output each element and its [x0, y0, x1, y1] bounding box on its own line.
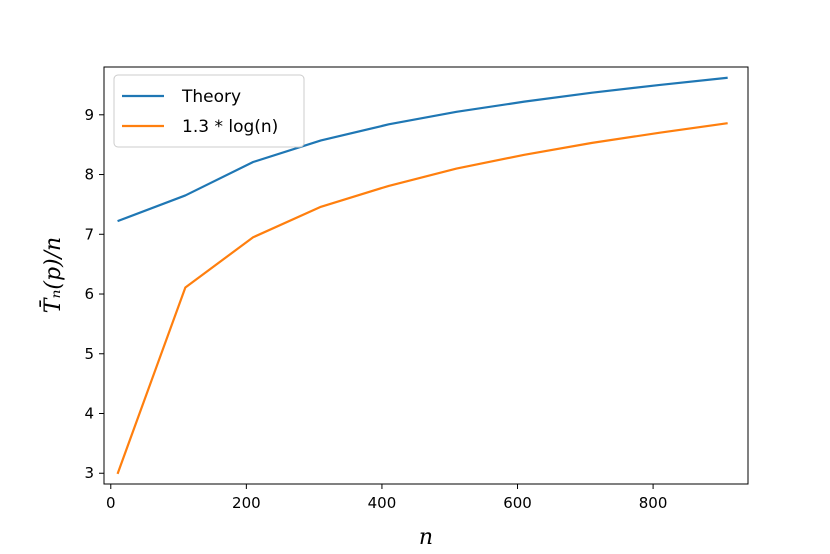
legend-label-log: 1.3 * log(n)	[182, 117, 278, 137]
x-tick-label: 800	[639, 494, 668, 512]
y-tick-label: 7	[84, 225, 94, 243]
series-line-1	[116, 122, 728, 475]
x-tick-label: 400	[368, 494, 397, 512]
x-axis-label: n	[419, 525, 433, 550]
y-tick-label: 5	[84, 345, 94, 363]
y-tick-label: 8	[84, 166, 94, 184]
x-tick-label: 200	[232, 494, 261, 512]
y-tick-label: 4	[84, 405, 94, 423]
x-tick-label: 600	[503, 494, 532, 512]
y-tick-label: 9	[84, 106, 94, 124]
x-tick-label: 0	[106, 494, 116, 512]
series-line-0	[117, 76, 728, 223]
plot-frame	[103, 66, 749, 485]
legend-label-theory: Theory	[181, 87, 241, 107]
y-axis-label: T̄ₙ(p)/n	[39, 237, 66, 313]
legend: Theory 1.3 * log(n)	[113, 74, 305, 148]
y-tick-label: 3	[84, 464, 94, 482]
y-tick-label: 6	[84, 285, 94, 303]
legend-box	[113, 74, 305, 148]
